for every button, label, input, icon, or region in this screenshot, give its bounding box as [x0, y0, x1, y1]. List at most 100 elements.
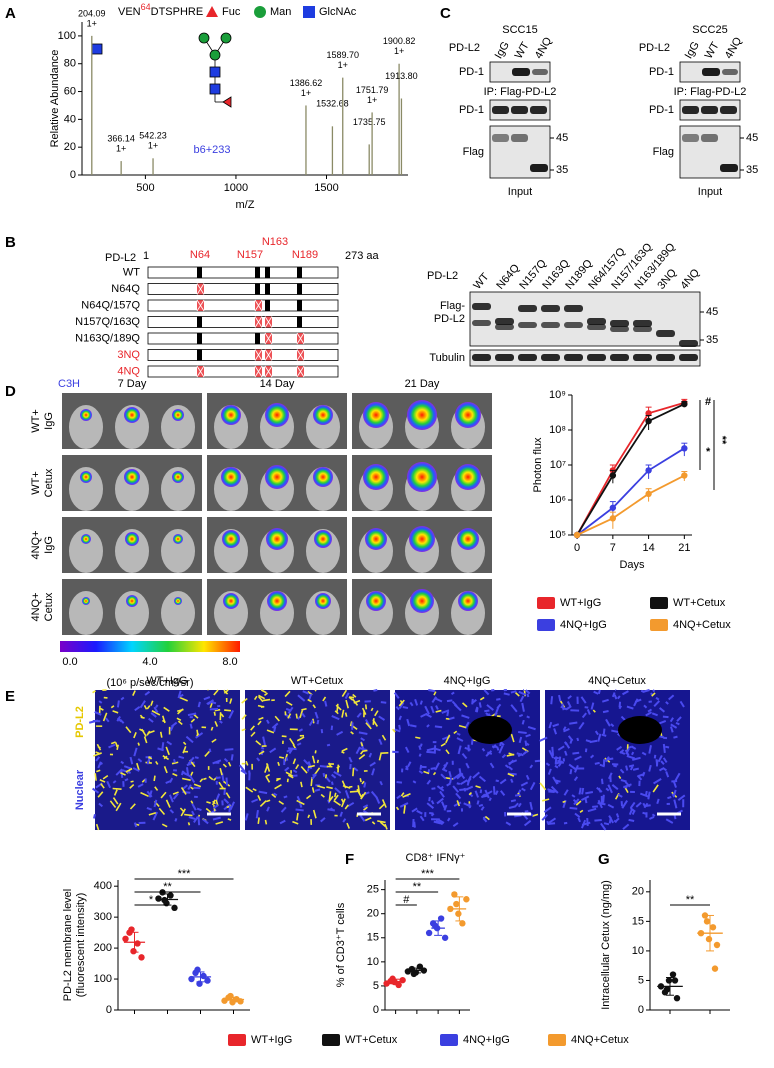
cell-signal: [474, 790, 479, 798]
legend-text: Fuc: [222, 6, 241, 18]
band: [587, 354, 606, 361]
cell-signal: [162, 754, 170, 761]
cell-line: SCC15: [502, 24, 537, 36]
cell-signal: [607, 784, 613, 794]
point: [130, 947, 137, 955]
cell-signal: [651, 692, 656, 697]
construct-label: N163Q/189Q: [75, 332, 140, 344]
cell-signal: [326, 743, 331, 747]
cell-signal: [208, 775, 214, 781]
cell-signal: [550, 785, 559, 794]
cell-signal: [186, 761, 195, 767]
cell-signal: [307, 698, 312, 703]
cell-signal: [95, 756, 101, 762]
cell-signal: [461, 714, 470, 719]
point: [573, 531, 581, 539]
cell-signal: [296, 795, 301, 802]
cell-signal: [120, 696, 125, 701]
cell-signal: [213, 804, 219, 809]
cell-signal: [426, 802, 435, 809]
cell-signal: [344, 712, 348, 717]
cell-signal: [269, 747, 277, 754]
bioluminescence: [222, 530, 240, 548]
cell-signal: [112, 797, 119, 805]
bioluminescence: [365, 528, 387, 550]
input-label: Input: [698, 186, 722, 198]
point: [673, 994, 681, 1002]
point: [410, 970, 418, 978]
cell-signal: [352, 767, 355, 777]
cell-signal: [320, 793, 325, 798]
cell-signal: [212, 816, 221, 821]
cell-signal: [328, 791, 332, 800]
cell-signal: [539, 736, 548, 742]
bioluminescence: [363, 402, 389, 428]
cell-signal: [631, 751, 635, 756]
cell-signal: [97, 745, 101, 749]
cell-signal: [620, 779, 627, 783]
cell-signal: [206, 801, 211, 804]
cell-signal: [196, 732, 200, 737]
cell-signal: [96, 769, 101, 773]
cell-signal: [202, 818, 209, 825]
point: [645, 467, 652, 474]
point: [451, 891, 458, 898]
cell-signal: [356, 788, 363, 798]
cell-signal: [589, 739, 598, 744]
cell-signal: [180, 808, 186, 817]
cell-signal: [345, 699, 349, 709]
cell-signal: [284, 766, 290, 772]
legend-text: WT+IgG: [560, 597, 601, 609]
cell-signal: [557, 760, 564, 767]
cell-signal: [590, 754, 595, 759]
point: [705, 935, 713, 943]
cell-signal: [99, 707, 104, 711]
cell-signal: [517, 802, 522, 808]
cell-signal: [215, 821, 224, 825]
peak-label: 366.14: [107, 133, 135, 143]
cell-signal: [341, 780, 347, 789]
cell-signal: [344, 790, 350, 799]
band: [511, 134, 528, 142]
panel-letter: G: [598, 851, 610, 868]
cell-signal: [161, 715, 166, 724]
significance: ***: [421, 868, 435, 880]
cell-signal: [619, 749, 625, 754]
cell-signal: [238, 764, 246, 773]
cell-signal: [115, 802, 122, 812]
mutation-x: [196, 283, 205, 295]
band: [495, 354, 514, 361]
cell-signal: [514, 692, 520, 697]
x-tick-label: 7: [610, 542, 616, 554]
title-super: 64: [141, 2, 151, 12]
cell-signal: [615, 813, 620, 818]
cell-signal: [172, 791, 179, 795]
cell-signal: [160, 791, 167, 799]
legend-text: 4NQ+Cetux: [673, 619, 731, 631]
cell-signal: [475, 707, 479, 713]
cell-signal: [605, 757, 614, 761]
cell-signal: [648, 764, 652, 772]
cell-signal: [484, 790, 493, 796]
cell-signal: [155, 704, 159, 709]
cell-signal: [631, 756, 641, 761]
cell-signal: [278, 800, 285, 805]
cell-signal: [518, 690, 527, 696]
cell-signal: [455, 792, 462, 800]
point: [399, 976, 406, 984]
cell-signal: [362, 749, 368, 753]
cell-signal: [561, 703, 565, 711]
cell-signal: [645, 711, 653, 717]
group-label: IgG: [43, 536, 55, 554]
cell-signal: [214, 708, 221, 712]
site-label: N163: [262, 236, 288, 248]
cell-signal: [245, 760, 249, 766]
cell-signal: [450, 691, 455, 696]
cell-signal: [177, 720, 183, 726]
legend-text: WT+Cetux: [345, 1034, 398, 1046]
cell-signal: [263, 692, 268, 696]
cell-signal: [384, 823, 388, 830]
cell-signal: [227, 818, 232, 821]
cell-signal: [402, 705, 409, 710]
cell-signal: [496, 698, 501, 701]
